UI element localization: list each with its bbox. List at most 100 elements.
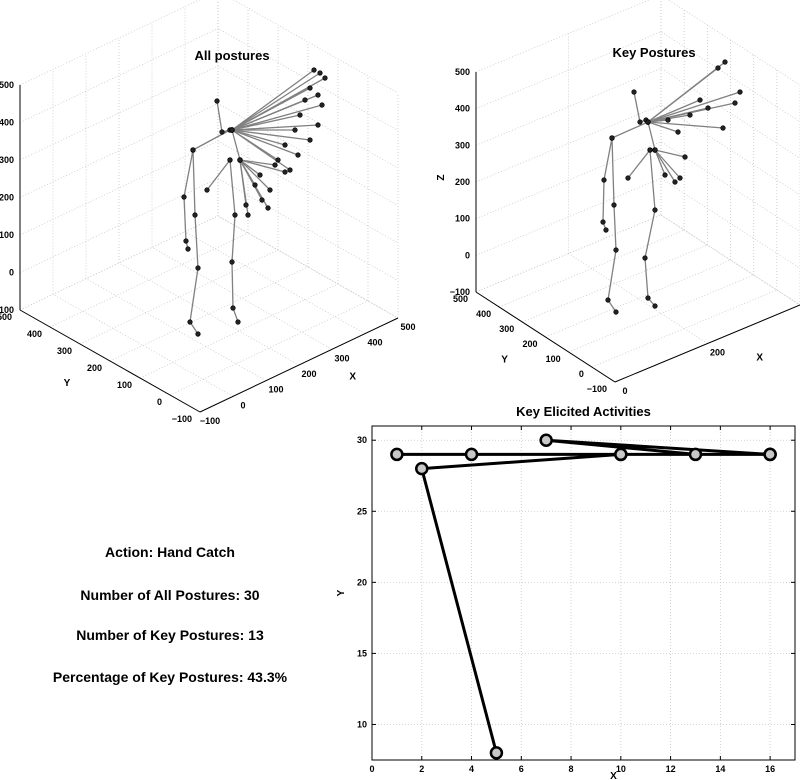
skeleton-bone (229, 159, 239, 323)
skeleton-joint (637, 119, 643, 125)
skeleton-joint (652, 207, 658, 213)
z-tick-label: 500 (455, 67, 470, 77)
skeleton-bone (654, 149, 676, 183)
wall-grid-line (475, 31, 800, 123)
y-tick-label: 400 (27, 329, 42, 339)
y-tick-label: −100 (172, 414, 192, 424)
floor-grid-line (545, 259, 731, 338)
x-tick-label: 0 (240, 400, 245, 410)
y-tick-label: 500 (0, 312, 12, 322)
skeleton-joint (652, 147, 658, 153)
skeleton-joint (737, 89, 743, 95)
skeleton-joint (297, 112, 303, 118)
skeleton-bone (231, 72, 321, 131)
x-axis-label: X (756, 352, 763, 363)
data-point (464, 447, 479, 462)
x-axis-label: X (349, 372, 356, 383)
z-tick-label: 500 (0, 80, 14, 90)
skeleton-bone (647, 107, 709, 123)
skeleton-joint (687, 112, 693, 118)
x-tick-label: 2 (419, 764, 424, 774)
skeleton-bone (239, 159, 276, 166)
all-postures-3d-plot: −1000100200300400500−1000100200300400500… (0, 0, 416, 426)
skeleton-bone (647, 121, 656, 151)
skeleton-joint (631, 89, 637, 95)
wall-grid-line (475, 67, 800, 159)
x-tick-label: 400 (367, 338, 382, 348)
floor-grid-line (568, 274, 754, 353)
skeleton-joint (315, 92, 321, 98)
skeleton-bone (239, 159, 261, 176)
x-axis-line (614, 304, 800, 383)
skeleton-joint (611, 202, 617, 208)
x-tick-label: 200 (301, 369, 316, 379)
skeleton-joint (675, 129, 681, 135)
y-tick-label: 100 (117, 380, 132, 390)
skeleton-bone (216, 100, 231, 133)
skeleton-joint (705, 105, 711, 111)
skeleton-joint (662, 172, 668, 178)
skeleton-joint (287, 167, 293, 173)
z-tick-label: 400 (0, 118, 14, 128)
skeleton-joint (259, 197, 265, 203)
y-tick-label: 200 (87, 363, 102, 373)
skeleton-joint (232, 212, 238, 218)
skeleton-joint (722, 59, 728, 65)
floor-grid-line (79, 249, 279, 345)
skeleton-joint (282, 142, 288, 148)
skeleton-bone (231, 129, 299, 156)
skeleton-bone (633, 91, 647, 123)
skeleton-bone (647, 121, 679, 133)
x-tick-label: 200 (710, 348, 725, 358)
skeleton-joint (732, 100, 738, 106)
data-point (763, 447, 777, 462)
skeleton-bone (647, 67, 719, 123)
z-tick-label: 200 (455, 177, 470, 187)
skeleton-joint (322, 75, 328, 81)
y-tick-label: 300 (499, 324, 514, 334)
skeleton-bone (231, 124, 319, 131)
skeleton-joint (235, 319, 241, 325)
skeleton-bone (654, 149, 681, 179)
skeleton-joint (265, 205, 271, 211)
plot-title: All postures (194, 48, 269, 63)
key-postures-count: Number of Key Postures: 13 (76, 627, 264, 643)
wall-grid-line (19, 0, 399, 94)
skeleton-joint (181, 194, 187, 200)
skeleton-bone (654, 149, 686, 158)
x-tick-label: 10 (616, 764, 626, 774)
y-axis-label: Y (501, 355, 508, 366)
floor-grid-line (499, 229, 685, 308)
skeleton-joint (302, 97, 308, 103)
x-tick-label: 14 (715, 764, 725, 774)
skeleton-bone (644, 149, 656, 307)
key-postures-percentage: Percentage of Key Postures: 43.3% (52, 669, 288, 685)
z-tick-label: 0 (465, 250, 470, 260)
skeleton-joint (195, 331, 201, 337)
skeleton-joint (645, 295, 651, 301)
plot-title: Key Postures (612, 45, 695, 60)
skeleton-joint (214, 98, 220, 104)
skeleton-joint (183, 238, 189, 244)
skeleton-bone (607, 137, 617, 313)
y-axis-label: Y (64, 378, 71, 389)
x-tick-label: 0 (369, 764, 374, 774)
skeleton-bone (602, 137, 613, 231)
skeleton-joint (243, 202, 249, 208)
floor-grid-line (591, 289, 777, 368)
all-postures-count: Number of All Postures: 30 (80, 587, 260, 603)
skeleton-bone (654, 149, 666, 176)
key-elicited-activities-plot: 0 2 4 6 8 10 12 14 16 10 15 20 25 30 Key Elicited Acti… (336, 404, 796, 780)
floor-grid-line (568, 253, 708, 344)
z-tick-label: 300 (0, 155, 14, 165)
skeleton-joint (275, 157, 281, 163)
z-axis-label: Z (436, 175, 447, 181)
y-axis-line (475, 291, 616, 383)
skeleton-joint (600, 219, 606, 225)
wall-grid-line (19, 65, 399, 169)
skeleton-joint (715, 65, 721, 71)
skeleton-joint (311, 67, 317, 73)
floor-grid-line (522, 244, 708, 323)
floor-grid-line (184, 231, 366, 335)
skeleton-bone (231, 129, 286, 146)
